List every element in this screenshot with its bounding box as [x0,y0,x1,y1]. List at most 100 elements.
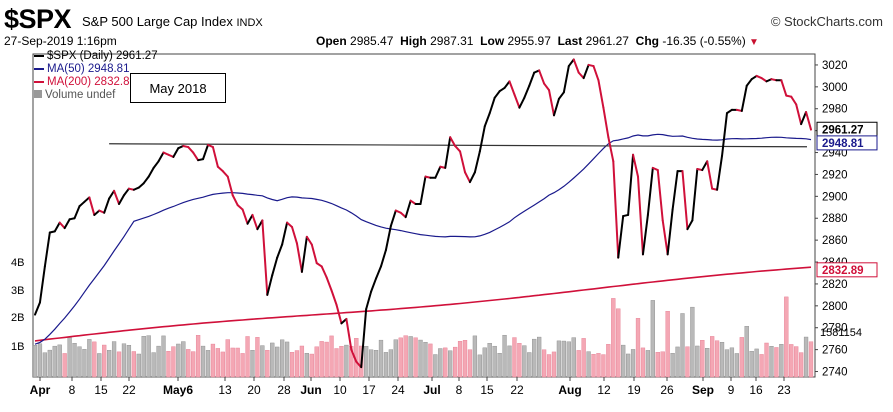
resistance-line [109,143,808,148]
volume-bar [255,337,260,378]
volume-bar [299,345,305,378]
volume-bar [512,337,517,378]
volume-bar [443,347,448,378]
quote-line: Open 2985.47 High 2987.31 Low 2955.97 La… [316,34,759,48]
volume-bar [176,343,181,378]
x-tick-label: 23 [777,383,791,397]
volume-bar [616,308,621,378]
x-tick-label: 28 [277,383,291,397]
volume-bar [309,353,314,378]
volume-bar [161,335,166,378]
x-tick-label: 9 [728,383,735,397]
price-segment [93,209,101,216]
volume-bar [452,346,458,378]
y-tick-label: 2900 [822,191,848,203]
volume-bar [141,336,146,378]
volume-bar [240,353,245,378]
x-tick-label: 10 [333,383,347,397]
high-label: High [400,34,427,48]
volume-bar [670,353,675,378]
y-tick-label: 2940 [822,148,848,160]
price-segment [113,189,121,206]
volume-bar [665,311,670,378]
volume-bar [739,337,744,378]
x-tick-label: 12 [597,383,611,397]
volume-bar [146,335,151,378]
price-chart[interactable]: 2740276027802800282028402860288029002920… [0,50,893,412]
volume-bar [191,351,196,378]
price-segment [434,165,442,179]
volume-bar [522,345,527,378]
price-segment [701,160,709,172]
volume-bar [220,351,225,378]
volume-bar [408,336,413,378]
price-segment [211,146,219,168]
price-segment [122,187,130,197]
brand-watermark[interactable]: © StockCharts.com [770,14,883,29]
volume-bar [215,348,221,378]
x-tick-label: Jul [423,383,440,397]
volume-bar [294,350,300,378]
volume-bar [591,354,596,378]
annotation-box: May 2018 [130,73,226,103]
volume-bar [462,340,468,378]
volume-bar [339,346,344,378]
ma50-line [34,133,812,345]
volume-bar [467,349,473,378]
volume-bar [779,344,784,378]
price-segment [444,136,452,169]
volume-bar [477,354,482,378]
price-segment [202,143,209,161]
price-segment [78,200,86,208]
price-segment [464,171,471,184]
volume-bar [551,351,557,378]
legend-volume-text: Volume undef [45,89,116,101]
volume-bar [749,351,754,378]
price-segment [192,151,200,162]
price-segment [271,256,279,277]
ma50-label-box [816,135,878,151]
price-segment [157,151,165,163]
price-segment [305,235,313,246]
price-segment [325,276,333,292]
x-tick-label: Sep [692,383,714,397]
volume-bar [319,341,324,378]
price-segment [310,243,318,265]
volume-bar [225,339,230,378]
price-segment [187,146,195,154]
volume-bar [660,351,665,378]
price-segment [790,95,798,106]
volume-bar [502,334,507,378]
volume-bar [759,354,764,378]
volume-bar [630,349,636,378]
legend-price-text: $SPX (Daily) 2961.27 [47,50,158,62]
price-segment [335,303,343,325]
price-segment [320,265,328,279]
volume-bar [586,351,591,378]
volume-bar [457,341,463,378]
legend-volume: Volume undef [34,89,158,102]
x-tick-label: 22 [122,383,136,397]
volume-bar [156,345,161,378]
volume-bar [57,344,62,378]
volume-bar [344,344,349,378]
price-segment [375,265,382,280]
price-segment [58,221,66,230]
volume-bar [373,350,379,378]
volume-bar [724,349,730,378]
x-tick-label: 8 [456,383,463,397]
price-segment [360,308,368,369]
price-segment [53,221,61,233]
volume-bar [798,352,804,378]
chg-value: -16.35 (-0.55%) [662,34,746,48]
x-tick-label: Aug [558,383,581,397]
price-label: 2961.27 [822,124,864,136]
volume-bar [734,353,739,378]
y-tick-label: 2920 [822,169,848,181]
legend-ma50: MA(50) 2948.81 [34,63,158,76]
volume-bar [675,346,680,378]
volume-bar [581,338,586,378]
volume-bar [794,346,799,378]
price-segment [637,175,644,256]
price-segment [548,89,555,117]
